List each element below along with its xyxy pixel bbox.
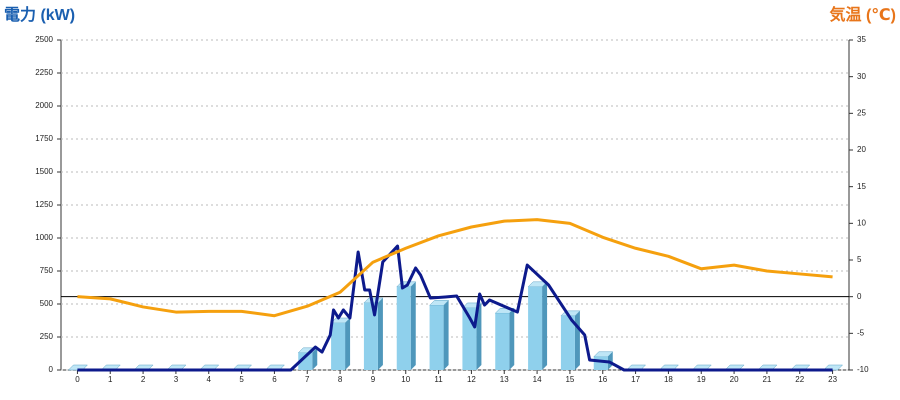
x-tick-label: 12 <box>467 375 476 384</box>
y2-tick-label: -5 <box>857 328 865 337</box>
bar <box>331 323 346 370</box>
line <box>77 244 833 372</box>
y2-axis-title: 気温 (℃) <box>830 5 896 24</box>
x-tick-label: 9 <box>371 375 376 384</box>
x-tick-label: 18 <box>664 375 673 384</box>
x-tick-label: 4 <box>207 375 212 384</box>
y-tick-label: 0 <box>49 365 54 374</box>
y-tick-label: 1750 <box>35 134 53 143</box>
y-tick-label: 250 <box>40 332 54 341</box>
bar-side <box>509 308 515 370</box>
y-tick-label: 1500 <box>35 167 53 176</box>
x-tick-label: 5 <box>239 375 244 384</box>
y2-tick-label: 35 <box>857 35 866 44</box>
x-tick-label: 17 <box>631 375 640 384</box>
bar-side <box>443 300 449 370</box>
bar-side <box>574 310 580 370</box>
y-tick-label: 750 <box>40 266 54 275</box>
x-tick-label: 0 <box>75 375 80 384</box>
y2-tick-label: 25 <box>857 108 866 117</box>
bar <box>298 352 313 370</box>
y2-tick-label: -10 <box>857 365 869 374</box>
y-axis-title: 電力 (kW) <box>4 5 75 24</box>
line <box>77 218 833 318</box>
bar-side <box>410 281 416 370</box>
x-tick-label: 2 <box>141 375 146 384</box>
x-tick-label: 6 <box>272 375 277 384</box>
x-tick-label: 22 <box>795 375 804 384</box>
y-tick-label: 1000 <box>35 233 53 242</box>
x-tick-label: 16 <box>598 375 607 384</box>
bar <box>363 302 378 370</box>
bar <box>495 313 510 370</box>
x-tick-label: 11 <box>434 375 443 384</box>
y2-tick-label: 5 <box>857 255 862 264</box>
bar-side <box>542 281 548 370</box>
x-tick-label: 20 <box>730 375 739 384</box>
bar <box>593 356 608 370</box>
x-tick-label: 21 <box>762 375 771 384</box>
bar-side <box>476 302 482 370</box>
bar <box>429 305 444 370</box>
x-tick-label: 13 <box>500 375 509 384</box>
x-tick-label: 14 <box>533 375 542 384</box>
x-tick-label: 23 <box>828 375 837 384</box>
bar-side <box>345 318 351 370</box>
y2-tick-label: 30 <box>857 72 866 81</box>
bar-side <box>377 297 383 370</box>
x-tick-label: 10 <box>401 375 410 384</box>
x-tick-label: 3 <box>174 375 179 384</box>
x-tick-label: 1 <box>108 375 113 384</box>
bar <box>560 315 575 370</box>
y2-tick-label: 15 <box>857 182 866 191</box>
y-tick-label: 1250 <box>35 200 53 209</box>
y-tick-label: 500 <box>40 299 54 308</box>
y2-tick-label: 0 <box>857 292 862 301</box>
y2-tick-label: 20 <box>857 145 866 154</box>
x-tick-label: 15 <box>565 375 574 384</box>
y2-tick-label: 10 <box>857 218 866 227</box>
y-tick-label: 2250 <box>35 68 53 77</box>
bar-side <box>312 347 318 370</box>
bar <box>396 286 411 370</box>
x-tick-label: 7 <box>305 375 310 384</box>
bar <box>528 286 543 370</box>
y-tick-label: 2500 <box>35 35 53 44</box>
x-tick-label: 19 <box>697 375 706 384</box>
y-tick-label: 2000 <box>35 101 53 110</box>
x-tick-label: 8 <box>338 375 343 384</box>
